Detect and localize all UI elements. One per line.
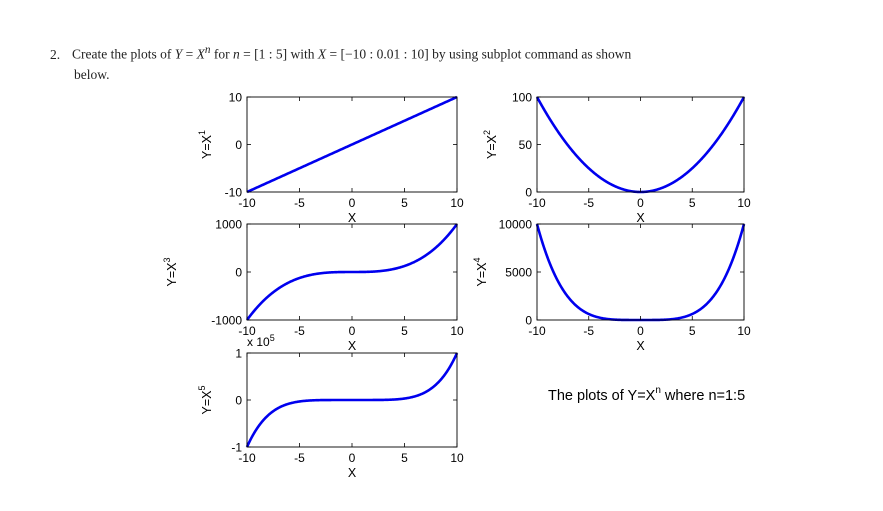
subplot-3: -10 -5 0 5 10 -1000 0 1000 X Y=X3 [162,218,464,354]
y-tick-label: 10 [229,91,243,105]
x-tick-label: 0 [349,324,356,338]
y-tick-label: 0 [525,314,532,328]
x-tick-label: 5 [689,196,696,210]
x-tick-label: -5 [294,196,305,210]
x-tick-label: 10 [737,196,751,210]
x-axis-label: X [636,339,645,353]
subplot-1: -10 -5 0 5 10 -10 0 10 X Y=X1 [197,91,464,226]
series-line-4 [535,223,746,322]
y-axis-label: Y=X2 [482,130,499,159]
x-tick-label: -5 [583,324,594,338]
y-tick-label: 10000 [499,218,533,232]
x-tick-label: -10 [528,196,546,210]
y-tick-label: 0 [235,266,242,280]
y-tick-label: 0 [525,186,532,200]
x-tick-label: 10 [450,196,464,210]
question-number: 2. [50,46,61,62]
question-line-2: below. [74,66,110,82]
x-tick-label: 0 [637,196,644,210]
y-axis-label: Y=X4 [472,258,489,287]
y-tick-label: -1000 [211,314,242,328]
x-tick-label: 0 [349,451,356,465]
y-axis-label: Y=X3 [162,258,179,287]
x-tick-label: -5 [294,324,305,338]
x-tick-label: -10 [238,196,256,210]
x-tick-label: 0 [637,324,644,338]
y-tick-label: -10 [225,186,243,200]
x-axis-label: X [348,466,357,480]
x-tick-label: -5 [583,196,594,210]
subplot-4: -10 -5 0 5 10 0 5000 10000 X Y=X4 [472,218,751,354]
x-tick-label: 5 [401,451,408,465]
y-axis-label: Y=X5 [197,386,214,415]
x-tick-label: -10 [528,324,546,338]
y-tick-label: 5000 [505,266,532,280]
x-tick-label: 10 [450,324,464,338]
x-tick-label: -5 [294,451,305,465]
x-tick-label: 5 [401,324,408,338]
y-tick-label: 50 [519,138,533,152]
y-tick-label: 1000 [215,218,242,232]
x-tick-label: 10 [450,451,464,465]
y-axis-label: Y=X1 [197,130,214,159]
x-tick-label: 0 [349,196,356,210]
y-tick-label: -1 [231,441,242,455]
question-text: 2. Create the plots of Y = Xn for n = [1 … [50,40,850,85]
x-tick-label: 10 [737,324,751,338]
x-tick-label: -10 [238,451,256,465]
series-line-2 [535,96,746,194]
x-tick-label: 5 [689,324,696,338]
y-tick-label: 0 [235,394,242,408]
series-line-3 [245,223,459,321]
y-scale-factor: x 105 [247,333,275,349]
question-line-1: 2. Create the plots of Y = Xn for n = [1 … [50,40,850,65]
y-tick-label: 0 [235,138,242,152]
y-tick-label: 100 [512,91,532,105]
series-line-5 [245,352,459,448]
x-axis-label: X [348,339,357,353]
series-line-1 [246,95,458,194]
x-tick-label: -10 [238,324,256,338]
x-tick-label: 5 [401,196,408,210]
x-axis-label: X [636,211,645,225]
x-axis-label: X [348,211,357,225]
figure-caption: The plots of Y=Xn where n=1:5 [548,385,745,404]
axes-frame [536,223,745,321]
y-tick-label: 1 [235,347,242,361]
